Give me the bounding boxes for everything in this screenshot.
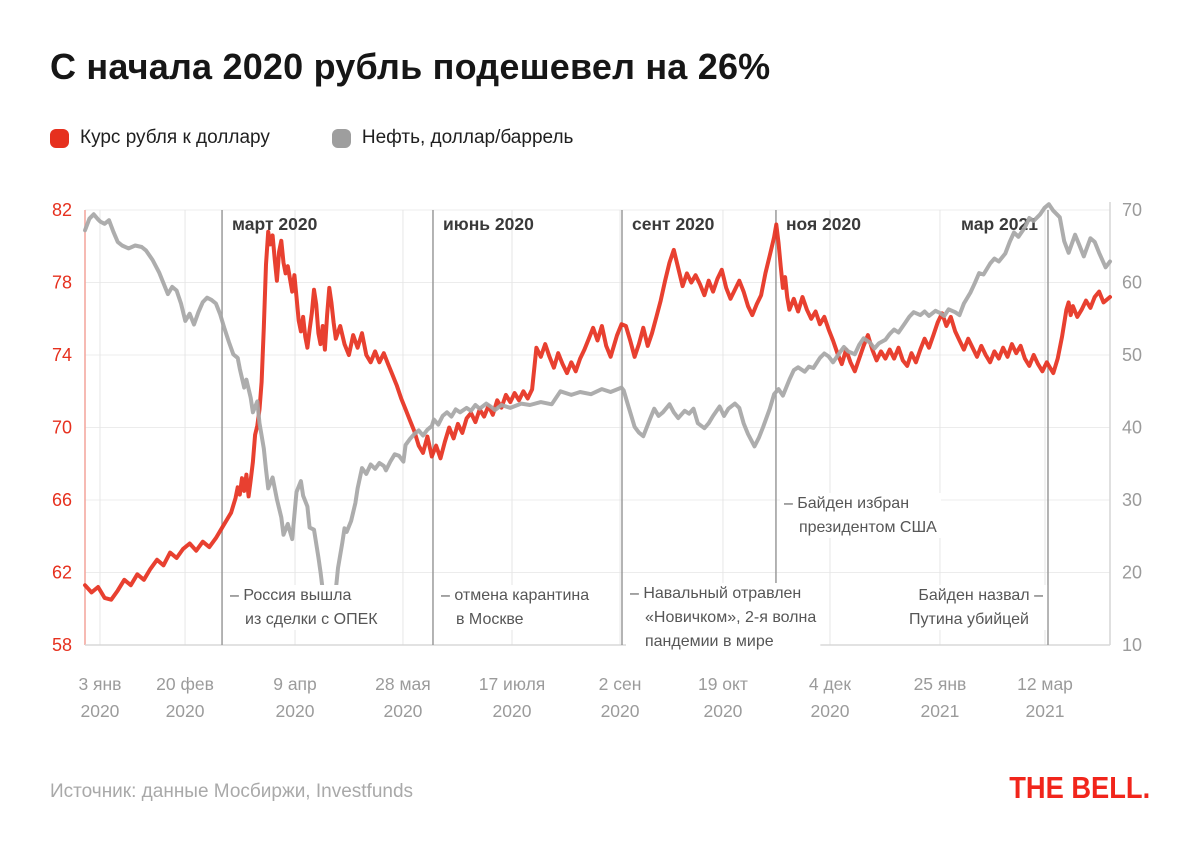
x-axis-tick-date: 25 янв bbox=[914, 674, 967, 694]
x-axis-tick-date: 12 мар bbox=[1017, 674, 1073, 694]
oil-swatch-icon bbox=[331, 128, 351, 148]
source-note: Источник: данные Мосбиржи, Investfunds bbox=[50, 781, 414, 802]
right-axis-tick-label: 30 bbox=[1122, 490, 1142, 510]
annotation-backdrop bbox=[905, 585, 1048, 630]
event-month-label: март 2020 bbox=[232, 214, 318, 234]
annotation-line: «Новичком», 2-я волна bbox=[645, 609, 816, 626]
x-axis-tick-year: 2020 bbox=[601, 701, 640, 721]
x-axis-tick-date: 19 окт bbox=[698, 674, 748, 694]
x-axis-tick-date: 28 мая bbox=[375, 674, 431, 694]
annotation-line: – Байден избран bbox=[784, 495, 909, 512]
x-axis-tick-year: 2020 bbox=[166, 701, 205, 721]
event-month-label: сент 2020 bbox=[632, 214, 715, 234]
x-axis-tick-date: 3 янв bbox=[78, 674, 121, 694]
the-bell-logo: THE BELL. bbox=[1009, 770, 1150, 805]
ruble-swatch-icon bbox=[50, 128, 69, 148]
annotation-line: президентом США bbox=[799, 519, 937, 536]
x-axis-tick-date: 17 июля bbox=[479, 674, 546, 694]
left-axis-tick-label: 82 bbox=[52, 200, 72, 220]
annotation-line: – Россия вышла bbox=[230, 587, 351, 604]
right-axis-tick-label: 50 bbox=[1122, 345, 1142, 365]
event-annotation: – отмена карантина в Москве bbox=[436, 585, 594, 630]
left-axis-tick-label: 62 bbox=[52, 563, 72, 583]
legend-item-oil: Нефть, доллар/баррель bbox=[331, 127, 574, 149]
left-axis-tick-label: 66 bbox=[52, 490, 72, 510]
annotation-backdrop bbox=[436, 585, 594, 630]
annotation-line: Байден назвал – bbox=[918, 587, 1043, 604]
annotation-line: пандемии в мире bbox=[645, 633, 774, 650]
right-axis-tick-label: 10 bbox=[1122, 635, 1142, 655]
annotation-line: из сделки с ОПЕК bbox=[245, 611, 378, 628]
x-axis-tick-year: 2020 bbox=[811, 701, 850, 721]
annotation-backdrop bbox=[226, 585, 383, 630]
right-axis-tick-label: 20 bbox=[1122, 563, 1142, 583]
x-axis-tick-year: 2021 bbox=[920, 701, 959, 721]
event-annotation: – Россия вышла из сделки с ОПЕК bbox=[226, 585, 383, 630]
legend-item-ruble: Курс рубля к доллару bbox=[50, 127, 270, 149]
annotation-line: – Навальный отравлен bbox=[630, 585, 801, 602]
x-axis-tick-year: 2020 bbox=[276, 701, 315, 721]
legend-label-ruble: Курс рубля к доллару bbox=[80, 127, 270, 148]
event-month-label: июнь 2020 bbox=[443, 214, 534, 234]
x-axis-tick-year: 2021 bbox=[1026, 701, 1065, 721]
x-axis-tick-year: 2020 bbox=[80, 701, 119, 721]
left-axis-tick-label: 74 bbox=[52, 345, 72, 365]
x-axis-tick-date: 20 фев bbox=[156, 674, 214, 694]
annotation-line: Путина убийцей bbox=[909, 611, 1029, 628]
x-axis-tick-year: 2020 bbox=[383, 701, 422, 721]
right-axis-tick-label: 60 bbox=[1122, 273, 1142, 293]
annotation-backdrop bbox=[779, 493, 942, 538]
left-axis-tick-label: 70 bbox=[52, 418, 72, 438]
event-month-label: мар 2021 bbox=[961, 214, 1038, 234]
x-axis-tick-year: 2020 bbox=[493, 701, 532, 721]
event-annotation: Байден назвал – Путина убийцей bbox=[905, 585, 1048, 630]
x-axis-tick-date: 2 сен bbox=[599, 674, 642, 694]
left-axis-tick-label: 78 bbox=[52, 273, 72, 293]
x-axis-tick-date: 4 дек bbox=[809, 674, 852, 694]
event-annotation: – Байден избран президентом США bbox=[779, 493, 942, 538]
right-axis-tick-label: 70 bbox=[1122, 200, 1142, 220]
legend: Курс рубля к доллару Нефть, доллар/барре… bbox=[50, 127, 573, 149]
annotation-line: в Москве bbox=[456, 611, 524, 628]
x-axis-tick-date: 9 апр bbox=[273, 674, 317, 694]
event-month-label: ноя 2020 bbox=[786, 214, 861, 234]
left-axis-tick-label: 58 bbox=[52, 635, 72, 655]
right-axis-tick-label: 40 bbox=[1122, 418, 1142, 438]
oil-line bbox=[83, 202, 1112, 605]
ruble-line bbox=[83, 222, 1112, 602]
annotation-backdrop bbox=[625, 583, 821, 652]
x-axis-tick-year: 2020 bbox=[703, 701, 742, 721]
page-title: С начала 2020 рубль подешевел на 26% bbox=[50, 46, 771, 87]
annotation-line: – отмена карантина bbox=[441, 587, 589, 604]
legend-label-oil: Нефть, доллар/баррель bbox=[361, 127, 574, 148]
chart-canvas: март 2020 июнь 2020 сент 2020 ноя 2020 мар 2… bbox=[52, 200, 1142, 721]
event-annotation: – Навальный отравлен «Новичком», 2-я волн… bbox=[625, 583, 821, 652]
